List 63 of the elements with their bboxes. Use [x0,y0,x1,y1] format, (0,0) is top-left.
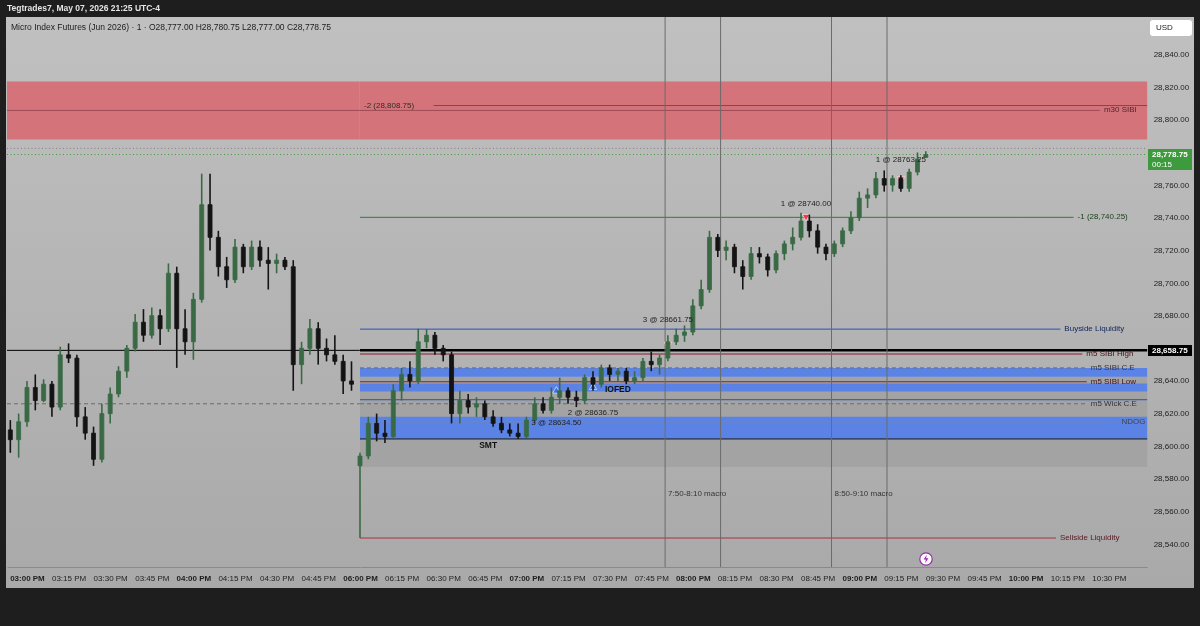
x-tick-label: 03:15 PM [51,574,87,584]
x-tick-label: 10:15 PM [1050,574,1085,584]
text: Micro Index Futures (Jun 2026) · 1 · O28,777.00 H28,780.75 L28,777.00 C28,778.75 [11,22,331,32]
x-tick-label: 07:15 PM [551,574,586,584]
y-tick-label: 28,640.00 [1153,376,1190,386]
ref-line-label: -1 (28,740.25) [1077,212,1128,222]
x-tick-label: 09:15 PM [884,574,919,584]
annotation: 8:50-9:10 macro [834,488,894,498]
x-tick-label: 09:30 PM [925,574,960,584]
y-tick-label: 28,700.00 [1153,278,1190,288]
x-tick-label: 09:45 PM [967,574,1002,584]
x-tick-label: 10:00 PM [1008,574,1044,584]
annotation: IOFED [604,384,631,395]
ref-line-label: m5 SIBI High [1086,349,1134,359]
x-tick-label: 08:00 PM [675,574,711,584]
y-axis-title: USD [1150,20,1192,36]
y-tick-label: 28,760.00 [1153,180,1190,190]
data-label: 3 @ 28634.50 [531,417,582,427]
data-label: 2 @ 28636.75 [567,407,619,417]
ref-line-label: Sellside Liquidity [1059,533,1120,543]
ref-line-label: m30 SIBI [1103,105,1137,115]
x-tick-label: 08:45 PM [800,574,836,584]
y-tick-label: 28,740.00 [1153,213,1190,223]
x-tick-label: 03:45 PM [135,574,170,584]
ref-line-label: m5 Wick C.E [1090,398,1137,408]
x-tick-label: 07:00 PM [509,574,545,584]
y-tick-label: 28,540.00 [1153,539,1190,549]
ref-line-label: m5 SIBI Low [1090,376,1137,386]
y-tick-label: 28,720.00 [1153,245,1190,255]
text: Tegtrades7, May 07, 2026 21:25 UTC-4 [7,3,160,13]
x-tick-label: 07:30 PM [592,574,628,584]
x-tick-label: 06:45 PM [468,574,503,584]
x-tick-label: 04:15 PM [218,574,253,584]
x-tick-label: 06:00 PM [343,574,378,584]
x-tick-label: 09:00 PM [842,574,878,584]
x-tick-label: 06:30 PM [426,574,461,584]
x-tick-label: 03:30 PM [93,574,128,584]
ref-line-label: -2 (28,808.75) [363,100,415,110]
x-tick-label: 04:45 PM [301,574,336,584]
x-tick-label: 04:00 PM [176,574,212,584]
text: 00:15 [1148,160,1192,170]
data-label: 1 @ 28740.00 [780,198,832,208]
x-tick-label: 04:30 PM [260,574,295,584]
annotation: SMT [479,439,498,450]
y-tick-label: 28,620.00 [1153,409,1190,419]
y-tick-label: 28,680.00 [1153,311,1190,321]
x-tick-label: 08:30 PM [759,574,794,584]
ref-line-label: NDOG [1121,416,1146,426]
x-tick-label: 07:45 PM [634,574,669,584]
y-tick-label: 28,778.75 [1148,149,1192,160]
y-tick-label: 28,560.00 [1153,507,1190,517]
y-tick-label: 28,800.00 [1153,115,1190,125]
ref-line-label: Buyside Liquidity [1064,324,1125,334]
y-tick-label: 28,658.75 [1148,344,1192,356]
y-tick-label: 28,600.00 [1153,441,1190,451]
x-tick-label: 08:15 PM [717,574,752,584]
x-tick-label: 03:00 PM [10,574,46,584]
x-tick-label: 06:15 PM [384,574,420,584]
x-tick-label: 10:30 PM [1092,574,1127,584]
annotation: 7:50-8:10 macro [667,488,727,498]
y-tick-label: 28,840.00 [1153,50,1190,60]
y-tick-label: 28,580.00 [1153,474,1190,484]
y-tick-label: 28,820.00 [1153,82,1190,92]
